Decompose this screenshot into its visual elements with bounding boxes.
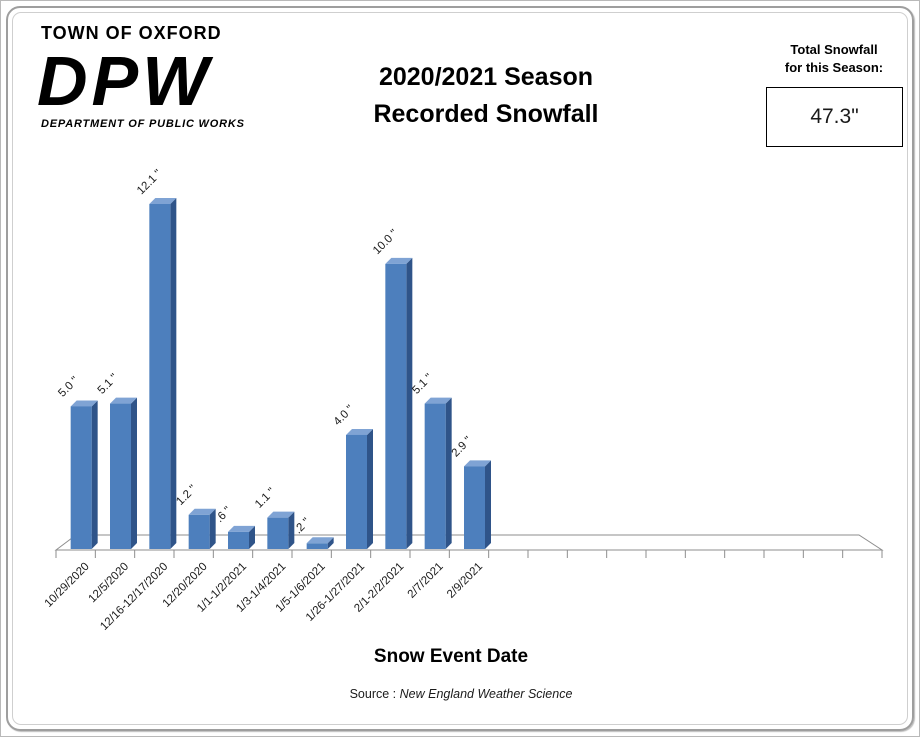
bar-front-face — [424, 403, 446, 549]
bar-value-label: .6 " — [214, 505, 234, 525]
x-axis-date-label: 10/29/2020 — [43, 561, 92, 610]
bar-side-face — [91, 400, 98, 549]
bar-side-face — [288, 511, 295, 549]
bar-value-label: .2 " — [292, 516, 312, 536]
bar-group: 2.9 " 2/9/2021 — [445, 434, 491, 601]
bar-top-face — [346, 428, 373, 435]
bar-side-face — [170, 198, 177, 549]
bar-top-face — [306, 537, 334, 544]
bar-side-face — [249, 525, 255, 549]
bar-front-face — [149, 204, 171, 549]
bar-side-face — [367, 428, 373, 549]
bar-front-face — [385, 263, 407, 549]
bar-value-label: 12.1 " — [135, 168, 164, 197]
bar-front-face — [464, 466, 485, 549]
total-snowfall-value: 47.3" — [810, 105, 859, 128]
bar-group: 5.1 " 2/7/2021 — [406, 372, 452, 601]
bar-value-label: 4.0 " — [332, 403, 357, 428]
source-note: Source : New England Weather Science — [261, 687, 661, 701]
bar-top-face — [464, 460, 491, 467]
bar-value-label: 2.9 " — [450, 434, 475, 459]
x-axis-title: Snow Event Date — [373, 646, 529, 667]
bar-side-face — [485, 460, 491, 549]
bar-top-face — [228, 525, 255, 532]
bar-front-face — [306, 543, 328, 549]
total-snowfall-value-box: 47.3" — [766, 87, 903, 147]
bar-front-face — [188, 514, 210, 549]
chart-title-line1: 2020/2021 Season — [378, 63, 594, 91]
bar-value-label: 1.2 " — [174, 483, 199, 508]
x-axis-date-label: 12/16-12/17/2020 — [98, 561, 170, 633]
x-axis-date-label: 2/7/2021 — [406, 561, 446, 601]
bar-front-face — [110, 403, 131, 549]
bar-front-face — [267, 517, 289, 549]
bar-group: 4.0 "1/26-1/27/2021 — [304, 403, 373, 624]
bar-value-label: 10.0 " — [371, 228, 400, 257]
dpw-logo-block: TOWN OF OXFORD DPW DEPARTMENT OF PUBLIC … — [37, 23, 245, 130]
bar-value-label: 1.1 " — [253, 486, 278, 511]
org-name: TOWN OF OXFORD — [41, 23, 222, 43]
bar-side-face — [131, 397, 137, 549]
dpw-logo-text: DPW — [37, 42, 213, 120]
total-label-line2: for this Season: — [784, 60, 884, 75]
bar-top-face — [188, 508, 216, 515]
bar-value-label: 5.0 " — [56, 375, 81, 400]
chart-title-line2: Recorded Snowfall — [373, 100, 599, 128]
bar-top-face — [385, 257, 413, 264]
total-label-line1: Total Snowfall — [790, 42, 878, 57]
bar-top-face — [424, 397, 452, 404]
bar-side-face — [406, 257, 413, 549]
bar-front-face — [70, 406, 92, 549]
bar-top-face — [149, 198, 177, 204]
bar-value-label: 5.1 " — [96, 372, 121, 397]
source-prefix: Source : — [349, 687, 397, 701]
bar-top-face — [267, 511, 295, 518]
org-subtitle: DEPARTMENT OF PUBLIC WORKS — [41, 118, 245, 130]
bar-group: 10.0 "2/1-2/2/2021 — [352, 228, 413, 615]
bar-side-face — [445, 397, 452, 549]
bar-group: 12.1 " 12/16-12/17/2020 — [98, 168, 177, 633]
chart-title: 2020/2021 Season Recorded Snowfall — [311, 59, 661, 133]
bar-top-face — [110, 397, 137, 404]
bar-top-face — [70, 400, 98, 407]
source-name: New England Weather Science — [399, 687, 573, 701]
x-axis-date-label: 2/9/2021 — [445, 561, 485, 601]
bar-side-face — [327, 537, 334, 549]
bar-front-face — [228, 531, 249, 549]
bar-side-face — [209, 508, 216, 549]
total-snowfall-label: Total Snowfall for this Season: — [764, 41, 904, 77]
bar-group: 5.0 " 10/29/2020 — [43, 375, 98, 610]
bar-front-face — [346, 434, 367, 549]
bar-value-label: 5.1 " — [410, 372, 435, 397]
